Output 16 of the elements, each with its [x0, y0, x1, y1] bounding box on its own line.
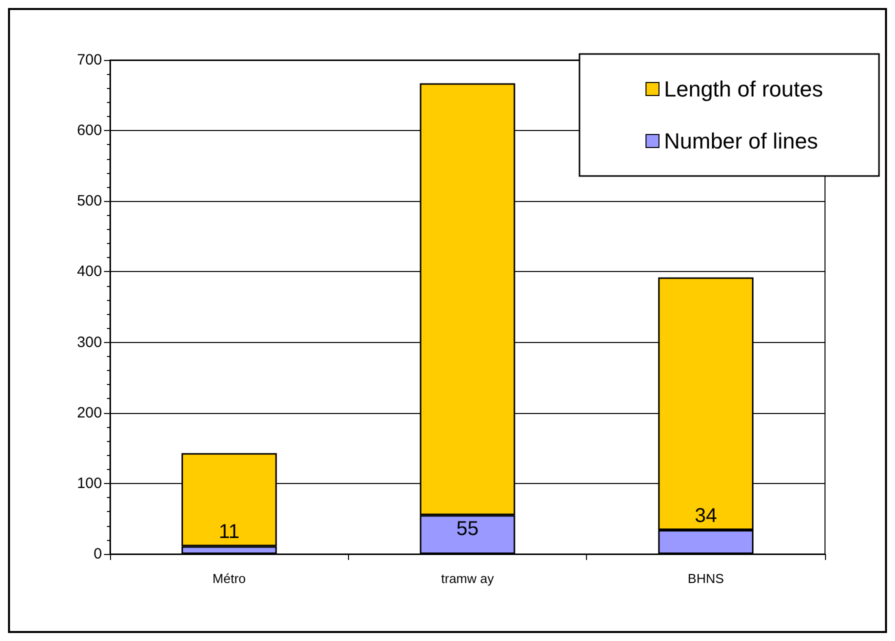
y-tick-label: 100: [76, 474, 102, 492]
x-tick-label: BHNS: [688, 571, 724, 586]
x-tick-label: Métro: [212, 571, 246, 586]
y-tick-label: 300: [76, 334, 102, 351]
y-tick-label: 600: [76, 122, 102, 140]
legend-label: Number of lines: [664, 128, 818, 154]
y-tick-label: 200: [76, 404, 102, 422]
y-tick-label: 700: [76, 52, 102, 68]
legend-label: Length of routes: [664, 76, 824, 102]
y-tick-label: 500: [76, 192, 102, 210]
y-tick-label: 0: [94, 546, 102, 562]
data-label: 55: [456, 518, 479, 540]
data-label: 34: [694, 505, 717, 528]
x-tick-label: tramw ay: [441, 571, 494, 586]
y-tick-label: 400: [76, 263, 102, 280]
data-label: 11: [218, 521, 240, 544]
